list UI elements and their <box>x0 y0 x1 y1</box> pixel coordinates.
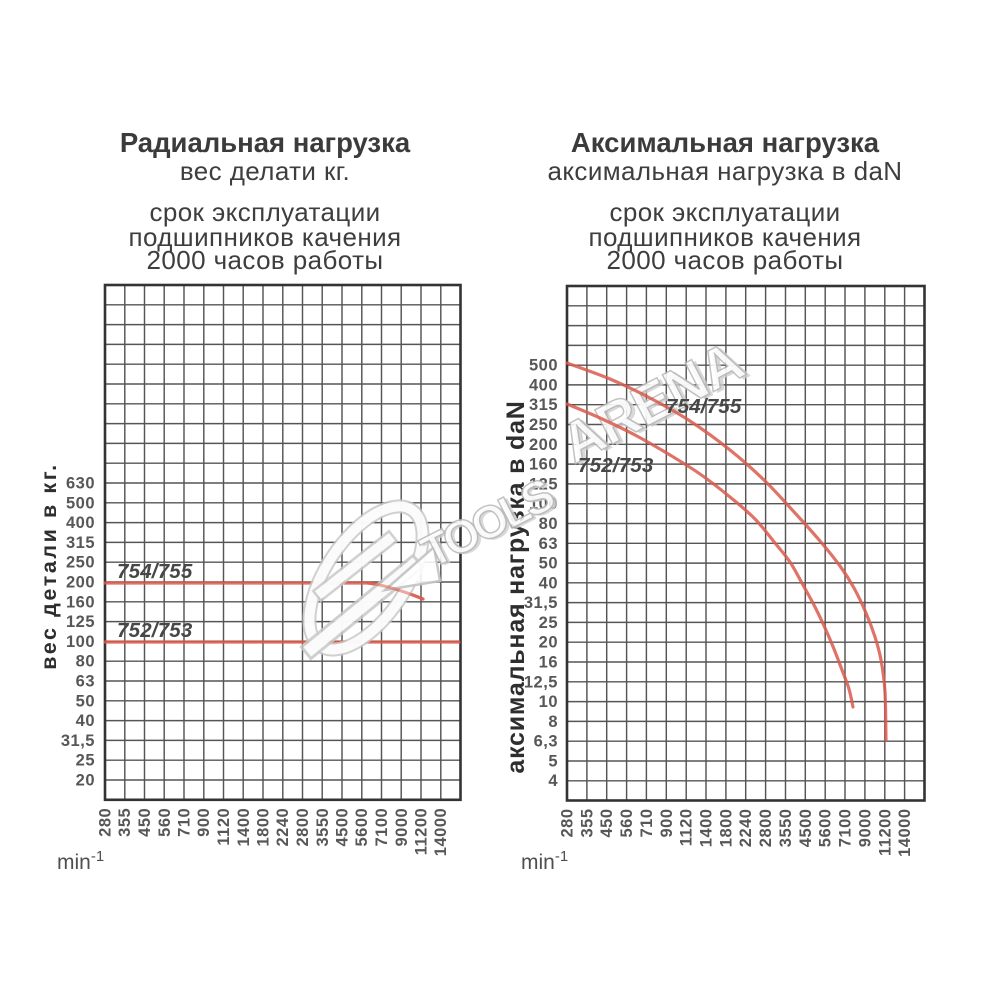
svg-text:аксимальная нагрузка в daN: аксимальная нагрузка в daN <box>502 400 530 773</box>
svg-text:3550: 3550 <box>777 809 795 848</box>
svg-text:5600: 5600 <box>817 809 835 848</box>
svg-text:900: 900 <box>658 809 676 838</box>
svg-text:400: 400 <box>529 376 558 394</box>
svg-text:40: 40 <box>76 712 95 730</box>
svg-text:7100: 7100 <box>373 808 391 847</box>
svg-text:500: 500 <box>66 494 95 512</box>
svg-text:11200: 11200 <box>876 809 894 856</box>
svg-text:1120: 1120 <box>678 809 696 847</box>
svg-text:2240: 2240 <box>737 809 755 848</box>
svg-text:100: 100 <box>529 495 558 513</box>
svg-text:5600: 5600 <box>353 808 371 847</box>
svg-text:80: 80 <box>76 653 95 671</box>
svg-text:100: 100 <box>66 633 95 651</box>
svg-text:10: 10 <box>539 693 558 711</box>
svg-text:2800: 2800 <box>294 808 312 847</box>
svg-text:вес детали в кг.: вес детали в кг. <box>37 462 61 670</box>
svg-text:710: 710 <box>638 809 656 838</box>
svg-text:1120: 1120 <box>215 808 233 846</box>
svg-text:срок эксплуатации: срок эксплуатации <box>609 197 840 227</box>
svg-text:31,5: 31,5 <box>524 594 558 612</box>
svg-text:63: 63 <box>76 673 95 691</box>
svg-text:355: 355 <box>116 808 134 837</box>
svg-text:11200: 11200 <box>413 808 431 855</box>
svg-text:31,5: 31,5 <box>61 732 95 750</box>
svg-text:5: 5 <box>548 753 558 771</box>
svg-text:4: 4 <box>548 772 558 790</box>
svg-text:9000: 9000 <box>856 809 874 848</box>
svg-text:63: 63 <box>539 535 558 553</box>
svg-text:710: 710 <box>176 808 194 837</box>
svg-text:вес делати кг.: вес делати кг. <box>180 156 350 186</box>
svg-text:14000: 14000 <box>896 809 914 857</box>
svg-text:16: 16 <box>539 654 558 672</box>
svg-text:315: 315 <box>66 534 95 552</box>
svg-text:40: 40 <box>539 574 558 592</box>
svg-text:1400: 1400 <box>235 808 253 847</box>
svg-text:2800: 2800 <box>757 809 775 848</box>
svg-text:4500: 4500 <box>797 809 815 848</box>
svg-text:20: 20 <box>539 634 558 652</box>
svg-text:752/753: 752/753 <box>578 454 654 477</box>
svg-text:560: 560 <box>618 809 636 838</box>
svg-text:752/753: 752/753 <box>117 619 193 642</box>
svg-text:8: 8 <box>548 713 558 731</box>
svg-text:14000: 14000 <box>432 808 450 856</box>
svg-text:80: 80 <box>539 515 558 533</box>
svg-text:1800: 1800 <box>255 808 273 847</box>
svg-text:50: 50 <box>76 692 95 710</box>
svg-text:9000: 9000 <box>393 808 411 847</box>
svg-text:560: 560 <box>156 808 174 837</box>
svg-text:630: 630 <box>66 475 95 493</box>
svg-text:160: 160 <box>66 593 95 611</box>
svg-text:3550: 3550 <box>314 808 332 847</box>
svg-text:200: 200 <box>529 436 558 454</box>
svg-text:280: 280 <box>559 809 577 838</box>
svg-text:900: 900 <box>195 808 213 837</box>
svg-text:355: 355 <box>578 809 596 838</box>
svg-text:125: 125 <box>66 613 95 631</box>
svg-text:2000 часов работы: 2000 часов работы <box>607 245 844 275</box>
svg-text:1400: 1400 <box>698 809 716 848</box>
svg-text:Радиальная нагрузка: Радиальная нагрузка <box>120 127 411 158</box>
svg-text:25: 25 <box>539 614 558 632</box>
svg-text:250: 250 <box>66 554 95 572</box>
svg-text:25: 25 <box>76 752 95 770</box>
svg-text:754/755: 754/755 <box>666 395 742 418</box>
svg-text:срок эксплуатации: срок эксплуатации <box>149 197 380 227</box>
svg-text:4500: 4500 <box>334 808 352 847</box>
svg-text:Аксимальная нагрузка: Аксимальная нагрузка <box>571 127 880 158</box>
svg-text:подшипников качения: подшипников качения <box>588 222 861 252</box>
svg-text:400: 400 <box>66 514 95 532</box>
svg-text:450: 450 <box>136 808 154 837</box>
svg-text:аксимальная нагрузка в daN: аксимальная нагрузка в daN <box>548 156 903 186</box>
svg-text:подшипников качения: подшипников качения <box>128 222 401 252</box>
svg-text:20: 20 <box>76 772 95 790</box>
svg-text:1800: 1800 <box>717 809 735 848</box>
svg-text:200: 200 <box>66 574 95 592</box>
svg-text:754/755: 754/755 <box>117 560 193 583</box>
svg-text:280: 280 <box>97 808 115 837</box>
svg-text:450: 450 <box>598 809 616 838</box>
svg-text:125: 125 <box>529 475 558 493</box>
svg-text:12,5: 12,5 <box>524 673 558 691</box>
svg-text:7100: 7100 <box>837 809 855 848</box>
svg-text:250: 250 <box>529 416 558 434</box>
svg-text:160: 160 <box>529 456 558 474</box>
svg-text:6,3: 6,3 <box>534 733 558 751</box>
svg-text:50: 50 <box>539 555 558 573</box>
svg-text:2240: 2240 <box>274 808 292 847</box>
svg-text:315: 315 <box>529 396 558 414</box>
svg-text:500: 500 <box>529 357 558 375</box>
svg-text:2000 часов работы: 2000 часов работы <box>147 245 384 275</box>
